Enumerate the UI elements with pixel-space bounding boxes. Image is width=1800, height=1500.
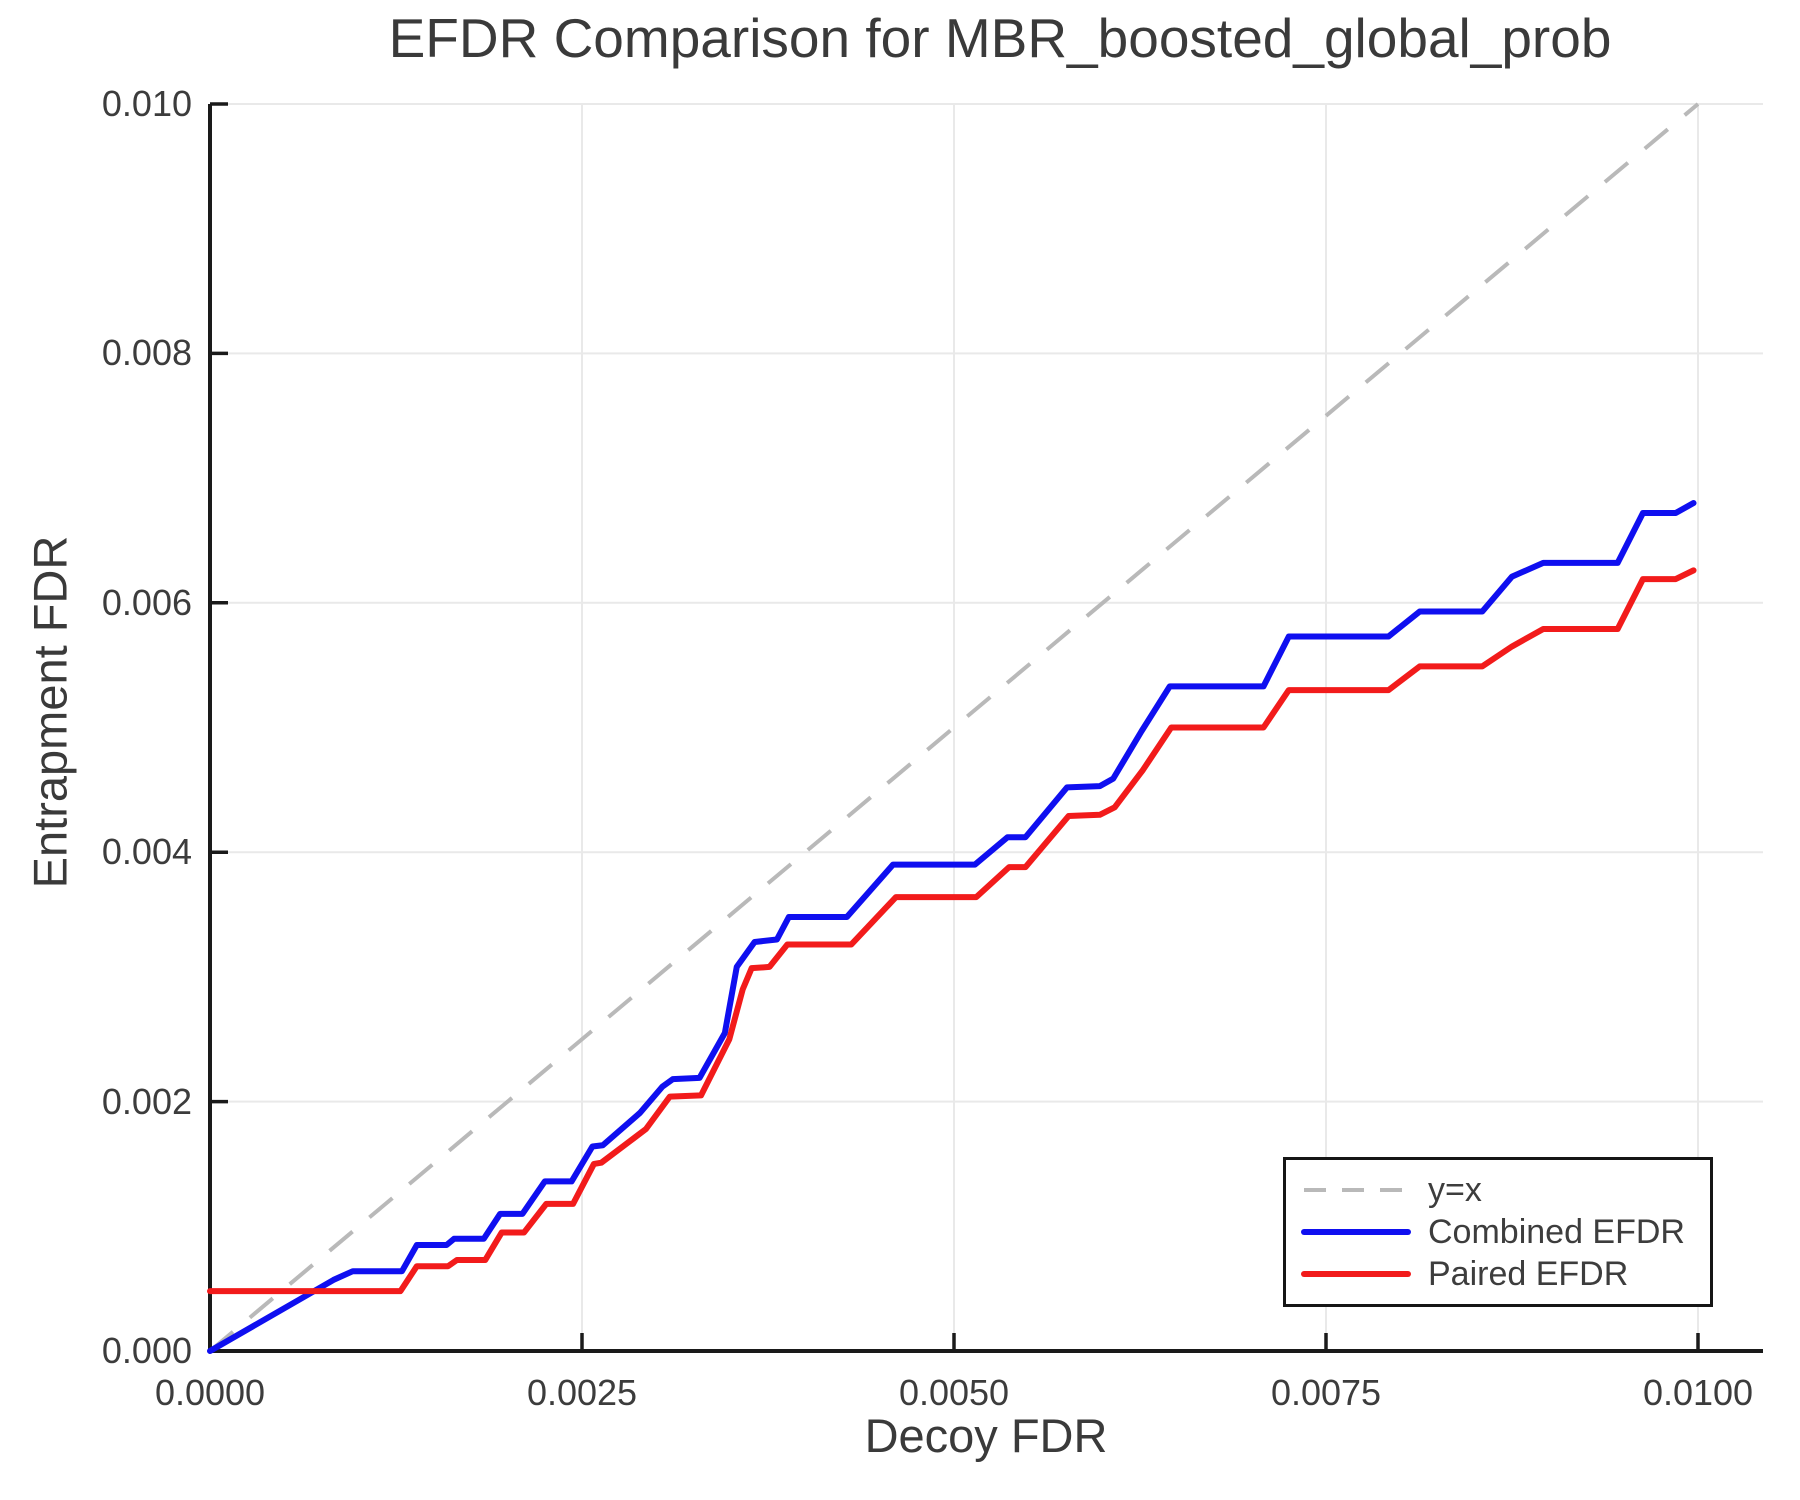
legend-red-line-swatch xyxy=(1301,1271,1411,1277)
y-tick-label: 0.010 xyxy=(101,83,192,124)
identity-line xyxy=(208,102,1700,1353)
legend: y=x Combined EFDR Paired EFDR xyxy=(1283,1157,1713,1307)
x-tick-label: 0.0075 xyxy=(1270,1372,1382,1413)
paired-efdr-line xyxy=(207,567,1697,1295)
y-tick-label: 0.002 xyxy=(101,1080,192,1122)
legend-dashed-line-swatch xyxy=(1304,1188,1408,1192)
y-tick-label: 0.000 xyxy=(101,1330,192,1371)
chart-title: EFDR Comparison for MBR_boosted_global_p… xyxy=(388,7,1612,69)
legend-label-combined-efdr: Combined EFDR xyxy=(1428,1212,1685,1251)
x-tick-label: 0.0000 xyxy=(154,1372,266,1413)
x-tick-label: 0.0100 xyxy=(1642,1372,1754,1413)
x-tick-label: 0.0025 xyxy=(526,1372,638,1413)
legend-label-identity: y=x xyxy=(1428,1170,1482,1209)
y-tick-label: 0.008 xyxy=(101,332,192,374)
x-axis-label: Decoy FDR xyxy=(864,1409,1108,1462)
legend-entry-combined-efdr: Combined EFDR xyxy=(1300,1211,1710,1253)
legend-blue-line-swatch xyxy=(1301,1229,1411,1235)
legend-label-paired-efdr: Paired EFDR xyxy=(1428,1254,1629,1293)
legend-entry-paired-efdr: Paired EFDR xyxy=(1300,1253,1710,1295)
y-tick-label: 0.004 xyxy=(101,831,192,873)
combined-efdr-line xyxy=(207,500,1697,1354)
legend-entry-identity: y=x xyxy=(1300,1169,1710,1211)
y-tick-label: 0.006 xyxy=(101,581,192,623)
x-tick-label: 0.0050 xyxy=(898,1372,1010,1413)
